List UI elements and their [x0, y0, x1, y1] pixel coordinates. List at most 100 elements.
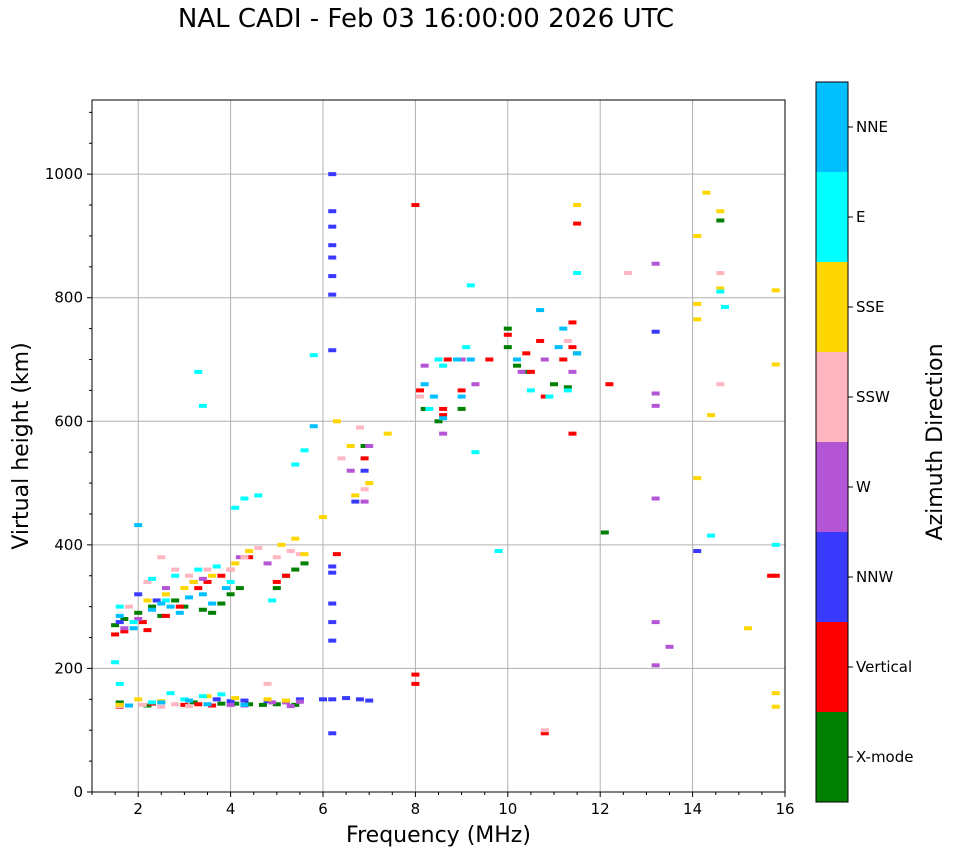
data-point-ssw: [185, 704, 194, 709]
data-point-e: [439, 363, 448, 368]
colorbar-frame: [815, 81, 849, 803]
data-point-nne: [115, 613, 124, 618]
data-point-sse: [693, 476, 702, 481]
data-point-vertical: [522, 351, 531, 356]
colorbar-tick-label: SSE: [856, 298, 885, 316]
data-point-w: [568, 369, 577, 374]
data-point-nne: [134, 523, 143, 528]
data-point-w: [198, 576, 207, 581]
data-point-x-mode: [272, 702, 281, 707]
data-point-sse: [282, 698, 291, 703]
data-point-e: [111, 660, 120, 665]
data-point-nnw: [319, 697, 327, 702]
colorbar-tick-label: X-mode: [856, 748, 913, 766]
data-point-vertical: [138, 620, 147, 625]
data-point-nne: [166, 604, 175, 609]
data-point-ssw: [416, 394, 425, 399]
data-point-nne: [185, 595, 194, 600]
data-point-sse: [771, 704, 780, 709]
colorbar-label: Azimuth Direction: [923, 343, 948, 540]
data-point-sse: [263, 697, 272, 702]
data-point-e: [194, 369, 203, 374]
data-point-e: [425, 406, 434, 411]
data-point-vertical: [439, 413, 448, 418]
y-tick-label: 200: [54, 659, 83, 677]
data-point-x-mode: [115, 700, 124, 705]
data-point-w: [268, 700, 277, 705]
data-point-nnw: [226, 699, 235, 704]
data-point-sse: [383, 431, 392, 436]
data-point-x-mode: [111, 623, 120, 628]
data-point-ssw: [171, 567, 180, 572]
data-point-x-mode: [550, 382, 558, 387]
data-point-vertical: [203, 579, 212, 584]
data-point-e: [212, 564, 221, 569]
data-point-sse: [771, 691, 780, 696]
data-point-w: [651, 496, 660, 501]
data-point-e: [309, 353, 318, 358]
data-point-e: [466, 283, 475, 288]
data-point-sse: [245, 549, 254, 554]
data-point-nne: [536, 308, 545, 313]
data-point-e: [161, 598, 170, 603]
data-point-e: [148, 576, 157, 581]
data-point-sse: [702, 190, 711, 195]
data-point-nnw: [328, 697, 337, 702]
data-point-nnw: [693, 549, 702, 554]
data-point-ssw: [185, 573, 194, 578]
data-point-ssw: [240, 555, 249, 560]
data-point-w: [365, 444, 374, 448]
data-point-nne: [429, 394, 438, 399]
data-point-vertical: [503, 332, 512, 337]
data-point-e: [720, 304, 729, 309]
data-point-ssw: [263, 681, 272, 686]
data-point-nnw: [295, 697, 304, 702]
data-point-nnw: [328, 274, 337, 279]
data-point-w: [161, 586, 170, 591]
data-point-x-mode: [134, 610, 143, 615]
grid-layer: [92, 100, 786, 793]
plot-frame: [91, 99, 786, 793]
data-point-w: [651, 391, 660, 396]
data-point-nnw: [328, 292, 337, 297]
data-point-ssw: [124, 604, 133, 609]
data-point-ssw: [171, 702, 180, 707]
data-point-sse: [716, 286, 725, 291]
data-point-nnw: [328, 638, 337, 643]
y-tick-label: 800: [54, 289, 83, 307]
data-point-e: [226, 579, 235, 584]
data-point-x-mode: [503, 345, 512, 350]
data-point-e: [240, 496, 249, 501]
data-point-e: [291, 462, 300, 467]
data-point-e: [198, 694, 207, 699]
data-point-vertical: [457, 388, 466, 393]
data-point-sse: [771, 288, 780, 293]
data-point-vertical: [143, 628, 152, 633]
data-point-sse: [208, 573, 217, 578]
data-point-vertical: [485, 357, 494, 362]
x-tick-label: 12: [591, 800, 610, 818]
data-point-sse: [319, 515, 327, 520]
data-point-nnw: [342, 696, 351, 701]
data-point-vertical: [540, 731, 549, 736]
x-tick-label: 6: [318, 800, 328, 818]
data-point-nne: [185, 698, 194, 703]
data-point-e: [231, 505, 240, 510]
data-point-vertical: [332, 552, 341, 557]
data-point-nne: [420, 382, 429, 387]
data-point-w: [226, 702, 235, 707]
data-point-ssw: [540, 728, 549, 733]
data-point-e: [573, 271, 582, 275]
y-tick-label: 0: [73, 783, 83, 801]
data-point-vertical: [411, 681, 420, 686]
data-point-nne: [554, 345, 563, 350]
data-point-nnw: [328, 255, 337, 260]
data-point-nnw: [360, 468, 369, 473]
data-point-e: [434, 357, 443, 362]
data-point-nnw: [365, 698, 374, 703]
data-point-ssw: [295, 552, 304, 557]
data-point-w: [346, 468, 355, 473]
data-point-e: [254, 493, 263, 498]
data-point-vertical: [360, 456, 369, 461]
colorbar-segment-e: [816, 172, 848, 262]
